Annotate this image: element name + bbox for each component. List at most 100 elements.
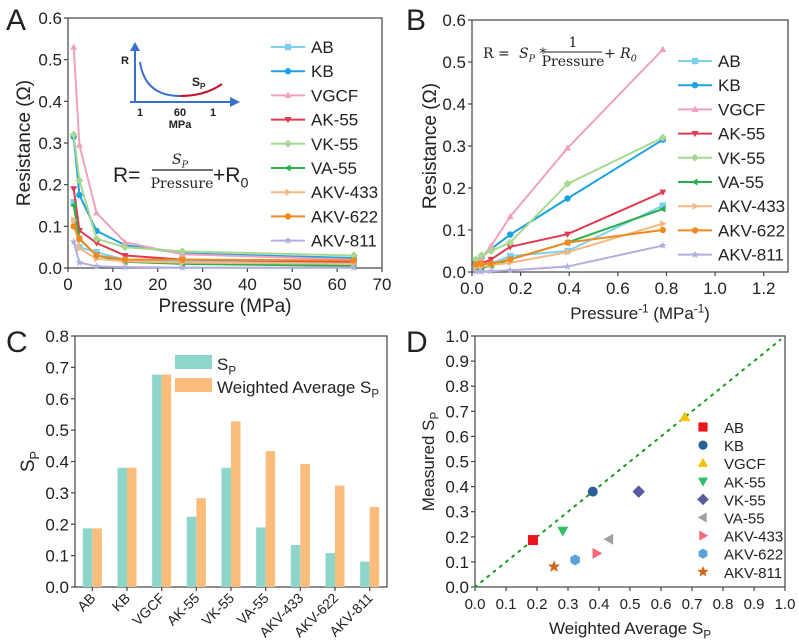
series-vk-55	[471, 133, 667, 264]
legend-item: AKV-433	[271, 183, 378, 202]
y-tick-label: 0.0	[45, 578, 69, 597]
panel-label-b: B	[406, 4, 426, 37]
data-point	[349, 251, 358, 260]
bar-weighted-sp	[300, 464, 310, 587]
data-point	[564, 144, 572, 151]
legend-label: AKV-622	[311, 207, 378, 226]
y-tick-label: 0.5	[445, 453, 469, 472]
x-tick-label: AB	[74, 590, 99, 615]
y-tick-label: 0.3	[38, 134, 62, 153]
data-point	[563, 179, 572, 188]
equation-lhs: R =	[483, 46, 510, 62]
legend-item: VGCF	[678, 100, 765, 119]
data-point	[121, 263, 129, 271]
panel-c-sp-bar-chart: 0.0 0.1 0.2 0.3 0.4 0.5 0.6 0.7 0.8 AB KBVGCFAK-55…	[18, 327, 388, 640]
legend-marker-circle-icon	[691, 82, 699, 89]
x-tick-label: 0.8	[655, 279, 679, 298]
data-point	[75, 176, 84, 185]
y-axis-title: Measured SP	[419, 412, 441, 512]
x-tick-label: VK-55	[198, 590, 237, 629]
legend-label: AKV-433	[724, 529, 783, 546]
x-tick-label: 40	[238, 275, 257, 294]
inset-curve-blue	[139, 61, 181, 97]
data-point	[487, 256, 495, 264]
bar-group-akv-811	[360, 506, 380, 587]
y-tick-label: 0.8	[445, 377, 469, 396]
y-tick-label: 0.1	[445, 553, 469, 572]
bar-sp	[290, 544, 301, 587]
data-point-akv-811	[547, 560, 561, 572]
y-tick-label: 0.6	[445, 427, 469, 446]
series-line	[72, 205, 354, 267]
legend-label: AB	[724, 420, 744, 437]
y-axis-title: Resistance (Ω)	[420, 83, 441, 209]
legend-item: VK-55	[271, 135, 358, 154]
data-point	[506, 256, 514, 263]
data-point	[506, 266, 515, 274]
y-tick-label: 0.0	[445, 578, 469, 597]
bar-sp	[325, 553, 335, 587]
data-point	[93, 209, 101, 216]
equation-numerator: 1	[569, 35, 578, 51]
legend-item: AKV-622	[678, 221, 785, 240]
legend-item: AK-55	[678, 125, 765, 144]
series-line	[475, 191, 664, 267]
y-tick-label: 0.6	[45, 390, 69, 409]
y-tick-label: 0.3	[445, 503, 469, 522]
legend-marker-hexagon-icon	[698, 548, 708, 559]
legend-item: KB	[698, 438, 744, 455]
data-point	[506, 212, 514, 220]
bar-weighted-sp	[92, 528, 102, 587]
legend-item: VK-55	[678, 149, 765, 168]
legend-marker-star-icon	[284, 236, 292, 244]
data-point	[75, 141, 83, 148]
data-point	[350, 257, 357, 264]
bar-sp	[221, 467, 231, 587]
x-tick-label: 0.4	[589, 596, 610, 613]
x-tick-label: 30	[193, 275, 212, 294]
legend-marker-triangle-up-icon	[691, 105, 699, 112]
panel-label-d: D	[406, 326, 428, 359]
legend-item: AB	[698, 420, 744, 437]
legend-marker-triangle-down-icon	[284, 117, 292, 124]
data-point	[120, 243, 129, 252]
data-point-va-55	[603, 533, 614, 545]
data-point	[659, 205, 666, 213]
bar-weighted-sp	[231, 421, 241, 587]
data-point	[659, 45, 667, 52]
data-point	[121, 256, 129, 263]
data-point	[564, 231, 572, 238]
inset-curve-red	[179, 83, 223, 97]
y-axis-title: Resistance (Ω)	[14, 80, 35, 206]
data-point	[178, 247, 187, 256]
x-axis-title: Weighted Average SP	[549, 619, 711, 641]
bar-group-va-55	[256, 451, 276, 587]
legend-label: VK-55	[718, 149, 765, 168]
equation-a: R= SP Pressure +R0	[113, 152, 248, 192]
legend-label: AKV-622	[724, 547, 783, 564]
x-tick-label: 0.8	[713, 596, 734, 613]
legend-label: VGCF	[311, 86, 358, 105]
x-tick-label: 50	[283, 275, 302, 294]
data-point	[92, 262, 101, 270]
legend-swatch	[175, 378, 212, 392]
inset-y-label: R	[121, 55, 129, 67]
y-tick-label: 0.3	[442, 137, 466, 156]
panel-a-resistance-vs-pressure: 0.0 0.1 0.2 0.3 0.4 0.5 0.6 0 10 20 30 40 50 60 70 AB KB…	[14, 9, 391, 317]
legend-item: AKV-811	[271, 232, 377, 251]
x-tick-label: AK-55	[164, 590, 203, 629]
bar-group-akv-622	[325, 485, 345, 587]
x-tick-label: 0.2	[509, 279, 533, 298]
legend-label: AKV-433	[718, 197, 785, 216]
panel-b-resistance-vs-inverse-pressure: 0.0 0.1 0.2 0.3 0.4 0.5 0.6 0.0 0.2 0.4 0.6 0.8 1.0 1…	[420, 11, 789, 323]
legend-label: VA-55	[718, 173, 764, 192]
legend-marker-square-icon	[284, 43, 292, 51]
legend-label: KB	[724, 438, 744, 455]
legend-label: AB	[718, 52, 741, 71]
y-tick-label: 0.2	[445, 528, 469, 547]
x-axis-title: Pressure (MPa)	[158, 296, 291, 317]
legend-marker-triangle-down-icon	[697, 477, 709, 487]
legend-marker-circle-icon	[691, 227, 699, 234]
data-point	[471, 255, 480, 264]
